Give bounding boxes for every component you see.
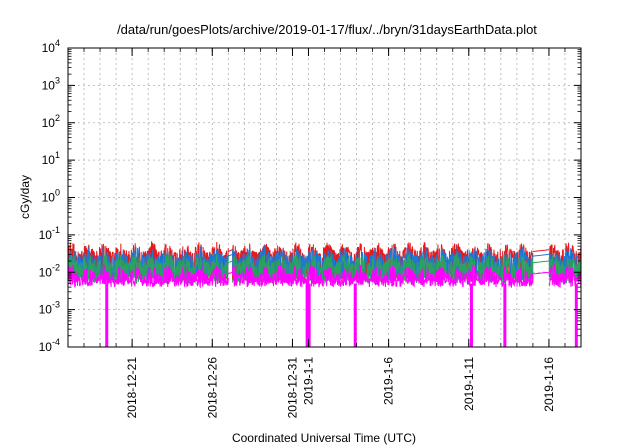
y-tick-label: 10-1 bbox=[39, 225, 60, 242]
x-tick-label: 2019-1-1 bbox=[301, 357, 315, 405]
x-tick-label: 2019-1-6 bbox=[382, 357, 396, 405]
y-tick-label: 104 bbox=[42, 38, 60, 55]
y-tick-label: 10-3 bbox=[39, 300, 60, 317]
series-layer bbox=[67, 241, 582, 347]
series-line-4 bbox=[67, 263, 582, 289]
y-tick-label: 10-2 bbox=[39, 262, 60, 279]
plot-border bbox=[67, 47, 582, 348]
dropout-spike bbox=[503, 283, 507, 347]
dropout-spike bbox=[307, 283, 311, 347]
x-axis-label: Coordinated Universal Time (UTC) bbox=[232, 431, 416, 445]
y-tick-label: 103 bbox=[42, 75, 60, 92]
chart-title: /data/run/goesPlots/archive/2019-01-17/f… bbox=[117, 22, 537, 37]
y-tick-label: 100 bbox=[42, 188, 60, 205]
dropout-spike bbox=[105, 283, 109, 347]
x-tick-label: 2018-12-21 bbox=[125, 357, 139, 419]
x-tick-label: 2019-1-11 bbox=[462, 357, 476, 411]
dropout-spike bbox=[574, 283, 578, 347]
dropout-spike bbox=[469, 283, 473, 347]
axes: 10-4 10-3 10-2 10-1 100 101 102 103 104 2018-12-2… bbox=[39, 38, 582, 419]
y-tick-label: 10-4 bbox=[39, 337, 60, 354]
dropout-spike bbox=[353, 283, 357, 347]
x-tick-label: 2018-12-31 bbox=[285, 357, 299, 419]
x-tick-label: 2019-1-16 bbox=[542, 357, 556, 412]
y-tick-label: 101 bbox=[42, 150, 60, 167]
y-tick-label: 102 bbox=[42, 113, 60, 130]
y-axis-label: cGy/day bbox=[18, 175, 32, 219]
dropout-spike bbox=[305, 283, 309, 347]
x-tick-label: 2018-12-26 bbox=[205, 357, 219, 419]
